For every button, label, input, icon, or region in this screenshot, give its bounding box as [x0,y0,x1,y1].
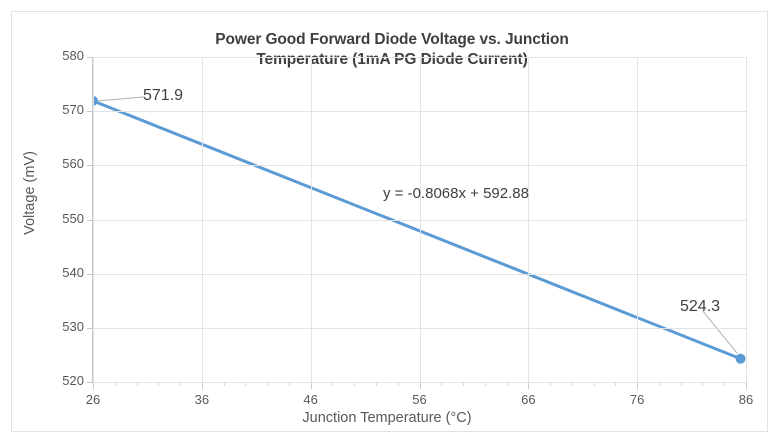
gridline-vertical [201,57,203,382]
gridline-vertical [637,57,639,382]
x-axis-tick-minor [680,383,682,386]
x-axis-tick-minor [724,383,726,386]
x-axis-tick-minor [593,383,595,386]
y-axis-tick-label: 530 [62,318,84,334]
x-axis-tick-minor [463,383,465,386]
chart-title-line-1: Power Good Forward Diode Voltage vs. Jun… [215,31,569,48]
x-axis-tick-minor [441,383,443,386]
y-axis-tick-label: 560 [62,156,84,172]
y-axis-tick-label: 550 [62,210,84,226]
data-label-leader-line [702,310,738,355]
data-label-point-1: 571.9 [143,87,184,104]
x-axis-tick-minor [658,383,660,386]
y-axis-tick [87,382,92,383]
gridline-vertical [528,57,530,382]
x-axis-tick-label: 66 [521,392,536,407]
x-axis-tick-label: 86 [738,392,754,407]
gridline-vertical [746,57,747,382]
x-axis-tick-minor [245,383,247,386]
gridline-vertical [93,57,94,382]
x-axis-tick-minor [702,383,704,386]
y-axis-tick-label: 570 [62,102,84,118]
y-axis-tick [87,111,92,113]
data-point-marker[interactable] [735,353,746,364]
x-axis-tick-label: 46 [303,392,318,407]
x-axis-tick-major [746,383,747,389]
x-axis-tick-minor [571,383,573,386]
x-axis-tick-major [93,383,94,389]
x-axis-tick-minor [506,383,508,386]
y-axis-tick-label: 520 [62,373,84,388]
x-axis-tick-label: 76 [629,392,645,407]
gridline-vertical [419,57,421,382]
x-axis-tick-major [419,383,421,389]
x-axis-tick-minor [180,383,182,386]
x-axis-tick-minor [158,383,160,386]
y-axis-tick [87,219,92,221]
x-axis-tick-minor [615,383,617,386]
x-axis-tick-minor [136,383,138,386]
gridline-vertical [310,57,312,382]
x-axis-tick-label: 26 [85,392,101,407]
x-axis-tick-minor [484,383,486,386]
x-axis-tick-label: 36 [194,392,210,407]
x-axis-tick-minor [114,383,116,386]
y-axis-tick [87,57,92,58]
data-label-point-2: 524.3 [680,298,721,315]
y-axis-tick [87,165,92,167]
x-axis-tick-minor [332,383,334,386]
y-axis-tick [87,273,92,275]
x-axis-tick-minor [267,383,269,386]
y-axis-line [92,57,93,383]
x-axis-tick-minor [288,383,290,386]
plot-area[interactable] [93,57,747,383]
x-axis-tick-major [528,383,530,389]
y-axis-title: Voltage (mV) [22,151,38,235]
gridline-horizontal [93,382,746,383]
series-line [93,99,743,361]
x-axis-tick-major [201,383,203,389]
x-axis-tick-minor [550,383,552,386]
x-axis-title: Junction Temperature (°C) [302,410,472,426]
x-axis-tick-minor [354,383,356,386]
x-axis-tick-major [310,383,312,389]
y-axis-tick-label: 580 [62,48,84,63]
chart-title: Power Good Forward Diode Voltage vs. Jun… [92,30,692,70]
data-label-leader-line [97,96,146,102]
x-axis-tick-minor [375,383,377,386]
x-axis-tick-minor [223,383,225,386]
trendline-equation-label: y = -0.8068x + 592.88 [383,185,529,202]
x-axis-tick-label: 56 [412,392,427,407]
x-axis-tick-minor [397,383,399,386]
chart-container[interactable]: Power Good Forward Diode Voltage vs. Jun… [11,11,768,432]
y-axis-tick-label: 540 [62,264,84,280]
data-point-marker[interactable] [93,95,98,106]
chart-title-line-2: Temperature (1mA PG Diode Current) [256,51,528,69]
x-axis-tick-major [637,383,639,389]
y-axis-tick [87,327,92,329]
series-line-chart [93,95,746,364]
